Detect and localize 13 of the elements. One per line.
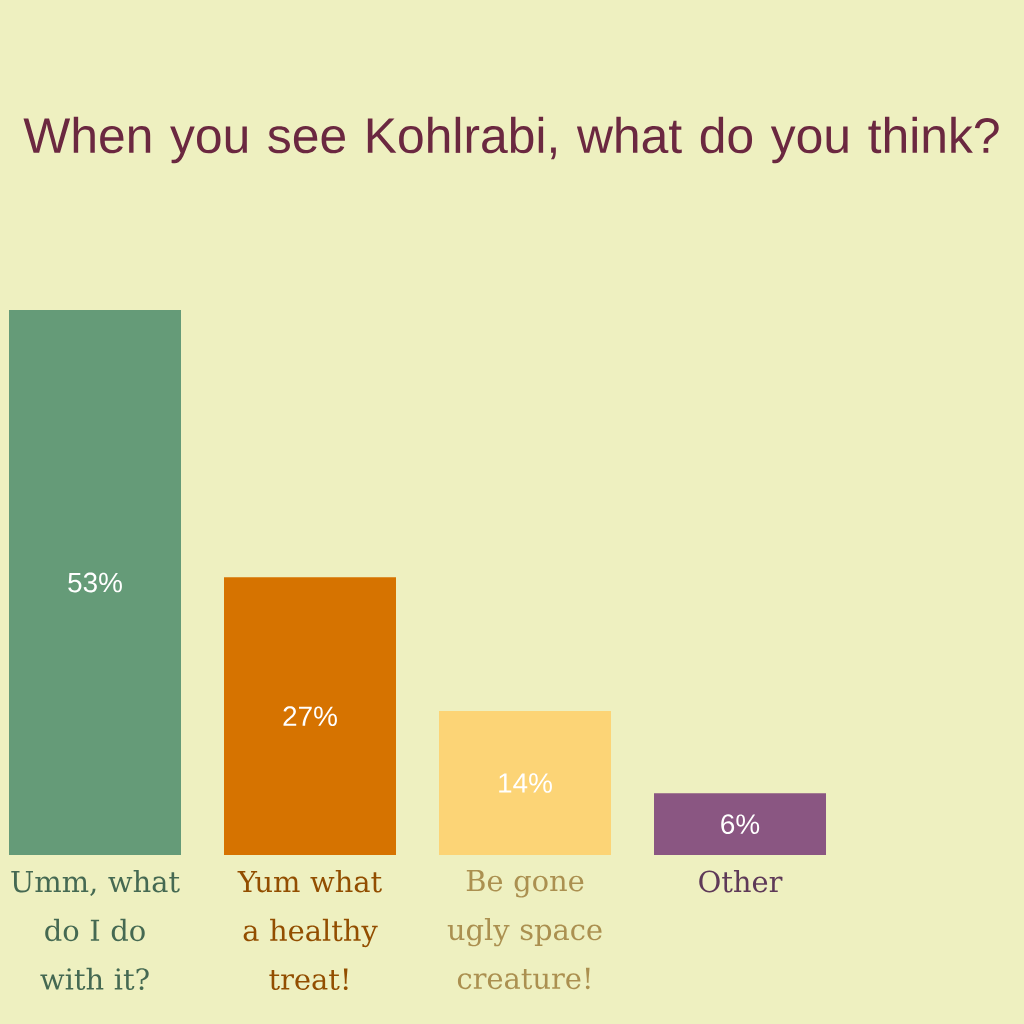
bar [224, 577, 396, 855]
x-tick-label: Yum what a healthy treat! [237, 870, 382, 991]
data-label: 6% [721, 814, 760, 835]
x-tick-label: Other [699, 870, 783, 893]
bar [439, 711, 612, 855]
data-label: 53% [68, 572, 122, 593]
x-tick-label: Umm, what do I do with it? [11, 870, 180, 991]
chart-title: When you see Kohlrabi, what do you think? [23, 116, 999, 164]
data-label: 14% [499, 773, 552, 793]
bar [9, 310, 181, 855]
x-tick-label: Be gone ugly space creature! [447, 870, 602, 990]
bar [654, 793, 827, 855]
data-label: 27% [283, 706, 337, 726]
